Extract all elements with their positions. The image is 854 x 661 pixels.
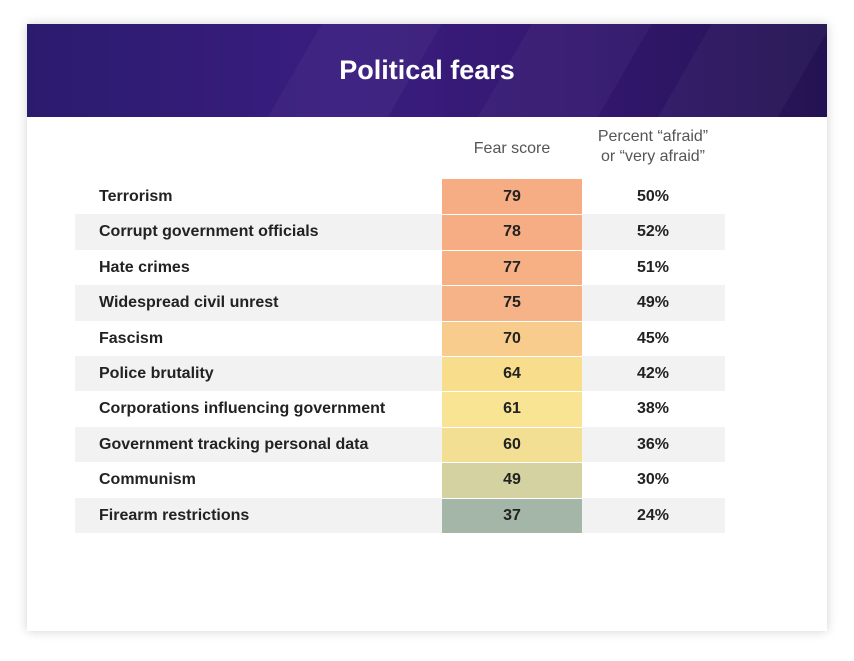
- table-row: Police brutality 64 42%: [75, 355, 725, 392]
- percent-afraid-cell: 42%: [636, 364, 670, 382]
- percent-afraid-cell: 51%: [636, 258, 670, 276]
- cell-divider: [442, 391, 582, 393]
- row-label: Government tracking personal data: [99, 435, 369, 453]
- cell-divider: [442, 320, 582, 322]
- row-shading: [75, 355, 725, 392]
- fear-score-cell: 78: [442, 214, 582, 250]
- row-label: Hate crimes: [99, 258, 190, 276]
- table-row: Communism 49 30%: [75, 462, 725, 498]
- cell-divider: [442, 285, 582, 287]
- row-label: Fascism: [99, 329, 164, 347]
- fear-score-cell: 75: [442, 285, 582, 321]
- percent-header-line-1: Percent “afraid”: [597, 128, 709, 145]
- fear-score-cell: 37: [442, 497, 582, 533]
- cell-divider: [442, 355, 582, 357]
- cell-divider: [442, 214, 582, 216]
- table-row: Widespread civil unrest 75 49%: [75, 285, 725, 321]
- fear-score-cell: 77: [442, 249, 582, 286]
- percent-afraid-cell: 30%: [636, 471, 670, 489]
- table-row: Government tracking personal data 60 36%: [75, 426, 725, 463]
- percent-afraid-header: Percent “afraid” or “very afraid”: [582, 127, 724, 167]
- percent-afraid-cell: 36%: [636, 435, 670, 453]
- row-label: Corrupt government officials: [99, 223, 319, 241]
- row-shading: [75, 285, 725, 321]
- row-label: Widespread civil unrest: [99, 294, 279, 312]
- table-row: Firearm restrictions 37 24%: [75, 497, 725, 533]
- table-row: Hate crimes 77 51%: [75, 249, 725, 286]
- fear-score-cell: 60: [442, 426, 582, 463]
- percent-afraid-cell: 45%: [636, 329, 670, 347]
- row-shading: [75, 426, 725, 463]
- cell-divider: [442, 426, 582, 428]
- table-row: Corrupt government officials 78 52%: [75, 214, 725, 250]
- row-shading: [75, 214, 725, 250]
- row-label: Communism: [99, 471, 196, 489]
- percent-afraid-cell: 24%: [636, 506, 670, 524]
- row-label: Police brutality: [99, 364, 214, 382]
- row-shading: [75, 497, 725, 533]
- table-row: Terrorism 79 50%: [75, 179, 725, 215]
- fear-score-cell: 49: [442, 462, 582, 498]
- row-label: Firearm restrictions: [99, 506, 250, 524]
- fear-score-cell: 79: [442, 179, 582, 215]
- percent-afraid-cell: 49%: [636, 294, 670, 312]
- cell-divider: [442, 249, 582, 251]
- table-row: Fascism 70 45%: [75, 320, 725, 356]
- percent-afraid-cell: 52%: [636, 223, 670, 241]
- cell-divider: [442, 497, 582, 499]
- fear-score-cell: 61: [442, 391, 582, 427]
- table-row: Corporations influencing government 61 38%: [75, 391, 725, 427]
- chart-title: Political fears: [339, 55, 515, 85]
- fear-score-cell: 70: [442, 320, 582, 356]
- title-banner: Political fears: [27, 24, 827, 117]
- fears-table: Terrorism 79 50% Corrupt government officia…: [75, 179, 725, 533]
- cell-divider: [442, 462, 582, 464]
- percent-header-line-2: or “very afraid”: [600, 148, 706, 165]
- percent-afraid-cell: 50%: [636, 188, 670, 205]
- row-label: Terrorism: [99, 188, 173, 205]
- row-label: Corporations influencing government: [99, 400, 386, 418]
- percent-afraid-cell: 38%: [636, 400, 670, 418]
- fear-score-header: Fear score: [473, 140, 551, 157]
- fear-score-cell: 64: [442, 355, 582, 392]
